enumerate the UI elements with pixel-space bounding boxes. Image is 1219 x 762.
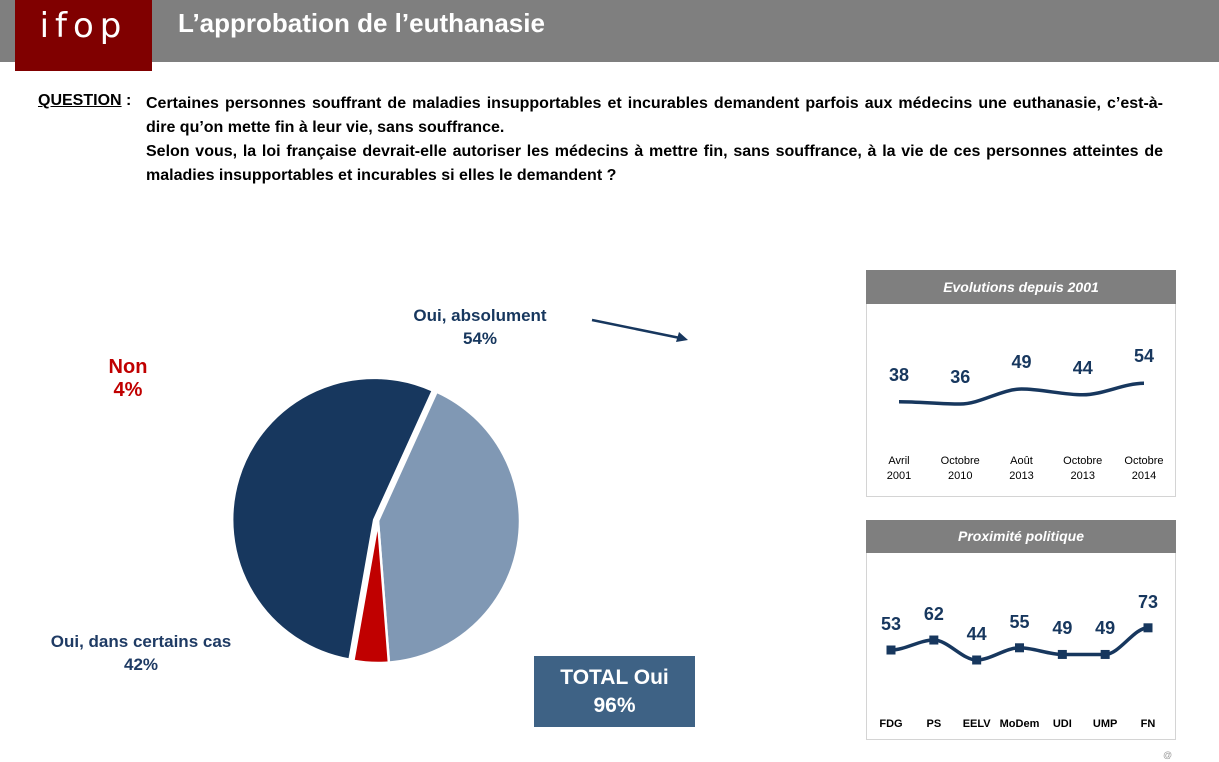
total-oui-label: TOTAL Oui (560, 666, 669, 689)
proximite-category-label: UMP (1092, 718, 1118, 730)
ifop-logo: ifop (15, 0, 152, 71)
question-text: Certaines personnes souffrant de maladie… (146, 92, 1163, 188)
pie-label-certains-text: Oui, dans certains cas (50, 632, 232, 651)
footer-mark: @ (1163, 750, 1173, 760)
logo-text: ifop (39, 6, 128, 46)
proximite-category-label: EELV (962, 718, 991, 730)
proximite-panel: Proximité politique 53 FDG 62 PS 44 EELV 55 MoD… (866, 520, 1176, 740)
pie-slice-oui-absolument (230, 376, 435, 662)
pie-label-non-text: Non (108, 356, 148, 378)
proximite-category-label: UDI (1052, 718, 1072, 730)
pie-slice-non (351, 520, 391, 665)
evolution-category-label: Octobre 2014 (1124, 455, 1164, 482)
question-line-2: Selon vous, la loi française devrait-ell… (146, 143, 1163, 184)
pie-label-non: Non 4% (92, 356, 164, 402)
proximite-marker (1057, 649, 1067, 659)
total-oui-value: 96% (593, 694, 636, 717)
proximite-category-label: MoDem (999, 718, 1040, 730)
pie-label-oui-absolument: Oui, absolument 54% (396, 304, 564, 350)
evolution-category-label: Avril 2001 (886, 455, 912, 482)
evolution-value-label: 54 (1133, 346, 1155, 367)
arrow-icon (591, 318, 688, 342)
page-title: L’approbation de l’euthanasie (178, 8, 545, 38)
header-bar (0, 0, 1219, 62)
pie-label-non-value: 4% (113, 379, 143, 401)
evolution-category-label: Octobre 2010 (940, 455, 980, 482)
pie-slice-oui-certains-cas (376, 390, 522, 664)
proximite-value-label: 53 (880, 614, 902, 634)
proximite-marker (1015, 643, 1024, 653)
proximite-category-label: PS (926, 718, 942, 730)
pie-label-certains-value: 42% (123, 655, 159, 674)
proximite-marker (886, 645, 896, 655)
proximite-value-label: 55 (1009, 611, 1030, 632)
question-label-colon: : (121, 92, 132, 109)
evolution-panel-title: Evolutions depuis 2001 (866, 270, 1176, 304)
proximite-value-label: 49 (1052, 618, 1073, 639)
proximite-value-label: 49 (1095, 618, 1116, 639)
proximite-category-label: FDG (879, 718, 903, 730)
evolution-line-chart (898, 381, 1145, 406)
question-label: QUESTION : (38, 92, 131, 110)
evolution-value-label: 36 (950, 367, 971, 387)
proximite-marker (972, 655, 982, 665)
proximite-panel-title: Proximité politique (866, 520, 1176, 553)
proximite-marker (929, 635, 939, 645)
pie-label-oui-absolument-value: 54% (462, 329, 498, 348)
proximite-marker (1143, 623, 1153, 633)
proximite-line-chart (886, 623, 1153, 665)
evolution-value-label: 38 (888, 364, 910, 385)
pie-label-oui-certains-cas: Oui, dans certains cas 42% (36, 630, 246, 676)
proximite-value-label: 44 (966, 624, 987, 644)
proximite-category-label: FN (1140, 718, 1156, 730)
proximite-marker (1100, 649, 1110, 659)
evolution-value-label: 44 (1072, 357, 1093, 378)
evolution-value-label: 49 (1011, 352, 1032, 373)
total-oui-box: TOTAL Oui 96% (534, 656, 695, 727)
pie-label-oui-absolument-text: Oui, absolument (413, 306, 547, 325)
evolution-line (898, 381, 1145, 406)
proximite-value-label: 73 (1137, 591, 1159, 612)
question-label-text: QUESTION (38, 92, 122, 109)
proximite-value-label: 62 (923, 604, 944, 625)
evolution-category-label: Octobre 2013 (1063, 455, 1103, 482)
question-line-1: Certaines personnes souffrant de maladie… (146, 95, 1163, 136)
evolution-category-label: Août 2013 (1009, 455, 1034, 482)
evolution-panel: Evolutions depuis 2001 38 Avril 2001 36 Octo… (866, 270, 1176, 497)
